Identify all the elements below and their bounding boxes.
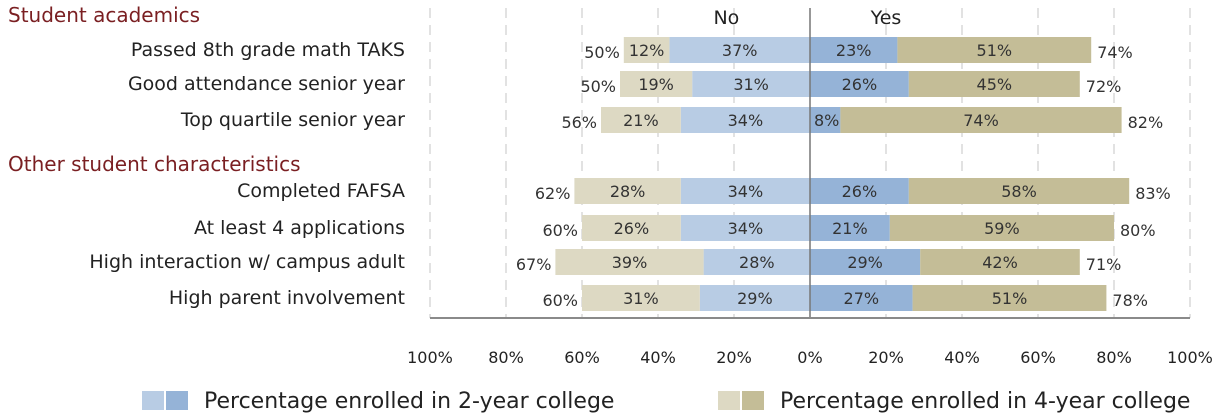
bar-no-4year — [601, 107, 681, 133]
bar-no-2year — [680, 178, 810, 204]
tick-label: 60% — [1020, 348, 1056, 367]
bar-no-4year — [582, 285, 700, 311]
total-no-label: 67% — [516, 255, 552, 274]
tick-label: 100% — [1167, 348, 1213, 367]
category-label: Completed FAFSA — [237, 180, 405, 202]
legend-swatch — [718, 391, 740, 410]
tick-label: 20% — [868, 348, 904, 367]
data-label: 26% — [842, 75, 878, 94]
legend-swatch — [166, 391, 188, 410]
bar-no-4year — [582, 215, 681, 241]
total-yes-label: 82% — [1128, 113, 1164, 132]
data-label: 45% — [977, 75, 1013, 94]
data-label: 58% — [1001, 182, 1037, 201]
bar-yes-4year — [908, 71, 1080, 97]
data-label: 34% — [728, 219, 764, 238]
category-label: Passed 8th grade math TAKS — [131, 39, 405, 61]
bar-no-2year — [680, 215, 810, 241]
legend-swatch — [742, 391, 764, 410]
data-label: 39% — [612, 253, 648, 272]
data-label: 34% — [728, 111, 764, 130]
bar-yes-2year — [810, 107, 841, 133]
bar-yes-4year — [912, 285, 1107, 311]
tick-label: 40% — [944, 348, 980, 367]
bar-no-2year — [703, 249, 810, 275]
data-label: 26% — [614, 219, 650, 238]
data-label: 23% — [836, 41, 872, 60]
data-label: 74% — [963, 111, 999, 130]
bar-yes-4year — [908, 178, 1130, 204]
header-no: No — [713, 7, 739, 29]
data-label: 37% — [722, 41, 758, 60]
legend-swatch — [142, 391, 164, 410]
tick-label: 100% — [407, 348, 453, 367]
total-yes-label: 72% — [1086, 77, 1122, 96]
tick-label: 40% — [640, 348, 676, 367]
tick-label: 80% — [1096, 348, 1132, 367]
tick-label: 80% — [488, 348, 524, 367]
bar-yes-2year — [810, 285, 913, 311]
total-no-label: 62% — [535, 184, 571, 203]
header-yes: Yes — [870, 7, 902, 29]
tick-label: 60% — [564, 348, 600, 367]
total-no-label: 60% — [542, 291, 578, 310]
data-label: 12% — [629, 41, 665, 60]
bar-yes-4year — [840, 107, 1122, 133]
bar-no-4year — [623, 37, 670, 63]
tick-label: 20% — [716, 348, 752, 367]
data-label: 29% — [737, 289, 773, 308]
data-label: 29% — [847, 253, 883, 272]
total-no-label: 60% — [542, 221, 578, 240]
bar-yes-4year — [889, 215, 1114, 241]
bar-yes-2year — [810, 249, 921, 275]
bar-no-2year — [669, 37, 810, 63]
bar-no-4year — [620, 71, 693, 97]
total-no-label: 50% — [580, 77, 616, 96]
total-yes-label: 74% — [1097, 43, 1133, 62]
data-label: 42% — [982, 253, 1018, 272]
bar-no-2year — [699, 285, 810, 311]
category-label: High parent involvement — [169, 287, 405, 309]
data-label: 26% — [842, 182, 878, 201]
legend-label: Percentage enrolled in 4-year college — [780, 389, 1190, 414]
data-label: 51% — [977, 41, 1013, 60]
category-label: At least 4 applications — [194, 217, 405, 239]
bar-yes-2year — [810, 37, 898, 63]
total-no-label: 56% — [561, 113, 597, 132]
total-yes-label: 83% — [1135, 184, 1171, 203]
data-label: 8% — [814, 111, 839, 130]
category-label: Good attendance senior year — [128, 73, 405, 95]
data-label: 19% — [638, 75, 674, 94]
data-label: 31% — [733, 75, 769, 94]
data-label: 28% — [739, 253, 775, 272]
category-label: Top quartile senior year — [180, 109, 405, 131]
bar-yes-4year — [897, 37, 1092, 63]
bar-no-2year — [692, 71, 810, 97]
data-label: 27% — [844, 289, 880, 308]
bar-yes-2year — [810, 71, 909, 97]
total-yes-label: 71% — [1086, 255, 1122, 274]
total-yes-label: 78% — [1112, 291, 1148, 310]
bar-no-4year — [555, 249, 704, 275]
bar-no-4year — [574, 178, 681, 204]
data-label: 31% — [623, 289, 659, 308]
bar-yes-2year — [810, 215, 890, 241]
category-label: High interaction w/ campus adult — [89, 251, 405, 273]
bar-yes-2year — [810, 178, 909, 204]
total-yes-label: 80% — [1120, 221, 1156, 240]
section-title: Other student characteristics — [8, 152, 301, 176]
data-label: 51% — [992, 289, 1028, 308]
tick-label: 0% — [797, 348, 822, 367]
data-label: 34% — [728, 182, 764, 201]
bar-no-2year — [680, 107, 810, 133]
data-label: 21% — [623, 111, 659, 130]
legend-label: Percentage enrolled in 2-year college — [204, 389, 614, 414]
data-label: 28% — [610, 182, 646, 201]
data-label: 59% — [984, 219, 1020, 238]
bar-yes-4year — [920, 249, 1080, 275]
total-no-label: 50% — [584, 43, 620, 62]
data-label: 21% — [832, 219, 868, 238]
section-title: Student academics — [8, 3, 200, 27]
